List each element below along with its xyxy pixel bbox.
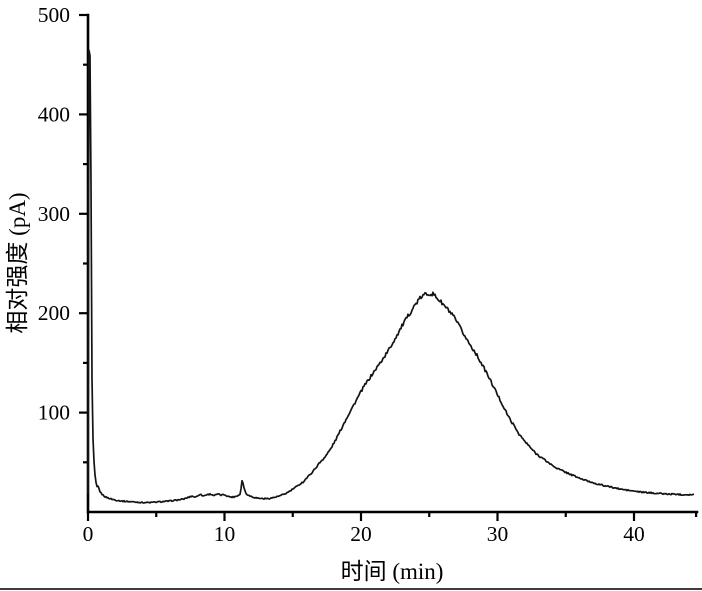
y-tick-label: 400 (38, 102, 70, 126)
axes (86, 13, 699, 514)
y-tick-label: 100 (38, 401, 70, 425)
x-axis-ticks (86, 512, 698, 521)
x-tick-label: 40 (623, 522, 645, 546)
y-tick-label: 200 (38, 301, 70, 325)
x-tick-label: 20 (350, 522, 372, 546)
bottom-border-rule (0, 588, 702, 590)
y-tick-label: 300 (38, 202, 70, 226)
trace-line (87, 49, 695, 504)
y-tick-labels: 100 200 300 400 500 (38, 3, 70, 425)
y-axis-ticks (79, 13, 88, 464)
x-tick-label: 0 (83, 522, 94, 546)
y-tick-label: 500 (38, 3, 70, 27)
y-axis-label: 相对强度 (pA) (5, 192, 30, 334)
x-tick-labels: 0 10 20 30 40 (83, 522, 645, 546)
x-axis-label: 时间 (min) (340, 559, 444, 584)
x-tick-label: 30 (487, 522, 509, 546)
x-tick-label: 10 (214, 522, 236, 546)
